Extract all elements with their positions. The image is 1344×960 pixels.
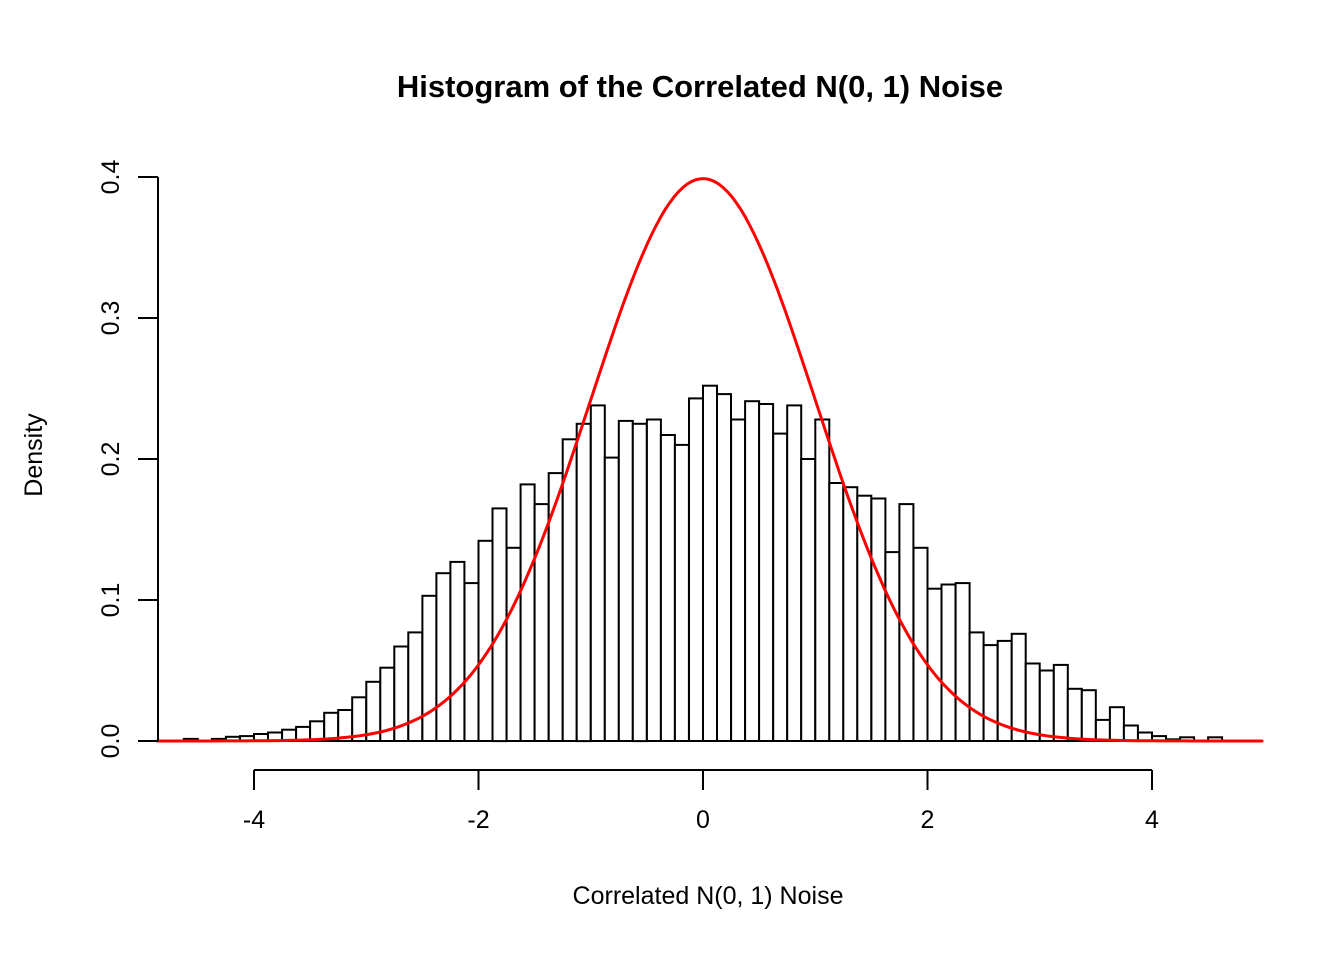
x-axis: -4 -2 0 2 4 xyxy=(243,769,1159,834)
histogram-bar xyxy=(1010,632,1027,742)
histogram-bar xyxy=(842,486,859,743)
histogram-bar xyxy=(631,422,648,743)
histogram-bar xyxy=(505,546,522,742)
histogram-bar xyxy=(856,494,873,743)
histogram-bar xyxy=(463,582,480,742)
chart-title: Histogram of the Correlated N(0, 1) Nois… xyxy=(397,69,1003,104)
histogram-bar xyxy=(1038,669,1055,742)
normal-density-curve xyxy=(156,177,1264,743)
x-axis-label: Correlated N(0, 1) Noise xyxy=(573,882,844,910)
histogram-bar xyxy=(870,497,887,742)
histogram-bar xyxy=(800,458,817,742)
histogram-bar xyxy=(603,456,620,742)
y-tick-label: 0.4 xyxy=(97,160,125,195)
histogram-bar xyxy=(1052,663,1069,743)
y-tick-label: 0.0 xyxy=(97,724,125,759)
histogram-bar xyxy=(323,711,340,742)
x-tick-label: -4 xyxy=(243,806,265,834)
histogram-bar xyxy=(1122,724,1139,742)
histogram-bar xyxy=(659,434,676,742)
histogram-bar xyxy=(786,404,803,742)
histogram-bar xyxy=(519,483,536,742)
histogram-bar xyxy=(884,551,901,742)
x-tick-label: 0 xyxy=(696,806,710,834)
histogram-bar xyxy=(477,539,494,742)
y-axis-label: Density xyxy=(20,413,48,497)
histogram-bar xyxy=(926,587,943,743)
histogram-bar xyxy=(730,418,747,742)
y-tick-label: 0.2 xyxy=(97,442,125,477)
histogram-bar xyxy=(758,403,775,742)
histogram-bar xyxy=(1108,706,1125,743)
histogram-bar xyxy=(1066,687,1083,742)
histogram-bar xyxy=(561,438,578,742)
histogram-bar xyxy=(673,443,690,742)
y-tick-label: 0.3 xyxy=(97,301,125,336)
histogram-bar xyxy=(968,631,985,743)
histogram-bar xyxy=(954,582,971,742)
histogram-bar xyxy=(449,560,466,743)
x-tick-label: -2 xyxy=(467,806,489,834)
histogram-bar xyxy=(1024,662,1041,742)
density-curve-path xyxy=(156,177,1264,743)
y-tick-label: 0.1 xyxy=(97,583,125,618)
histogram-bar xyxy=(982,644,999,742)
histogram-bar xyxy=(702,384,718,742)
histogram-bar xyxy=(575,422,592,743)
histogram-bars xyxy=(182,384,1224,743)
histogram-bar xyxy=(1080,689,1097,743)
histogram-bar xyxy=(688,397,704,742)
histogram-bar xyxy=(716,393,732,742)
histogram-bar xyxy=(1094,718,1111,743)
histogram-bar xyxy=(617,419,634,742)
x-tick-label: 2 xyxy=(921,806,935,834)
histogram-bar xyxy=(940,583,957,742)
histogram-bar xyxy=(814,418,831,742)
histogram-bar xyxy=(772,432,789,742)
histogram-bar xyxy=(435,572,452,743)
histogram-bar xyxy=(744,400,761,742)
y-axis: 0.0 0.1 0.2 0.3 0.4 xyxy=(97,160,159,759)
histogram-bar xyxy=(828,482,845,742)
histogram-bar xyxy=(912,546,929,742)
histogram-bar xyxy=(421,594,438,742)
histogram-bar xyxy=(407,631,424,743)
histogram-bar xyxy=(645,418,662,742)
histogram-bar xyxy=(589,404,606,742)
x-tick-label: 4 xyxy=(1145,806,1159,834)
